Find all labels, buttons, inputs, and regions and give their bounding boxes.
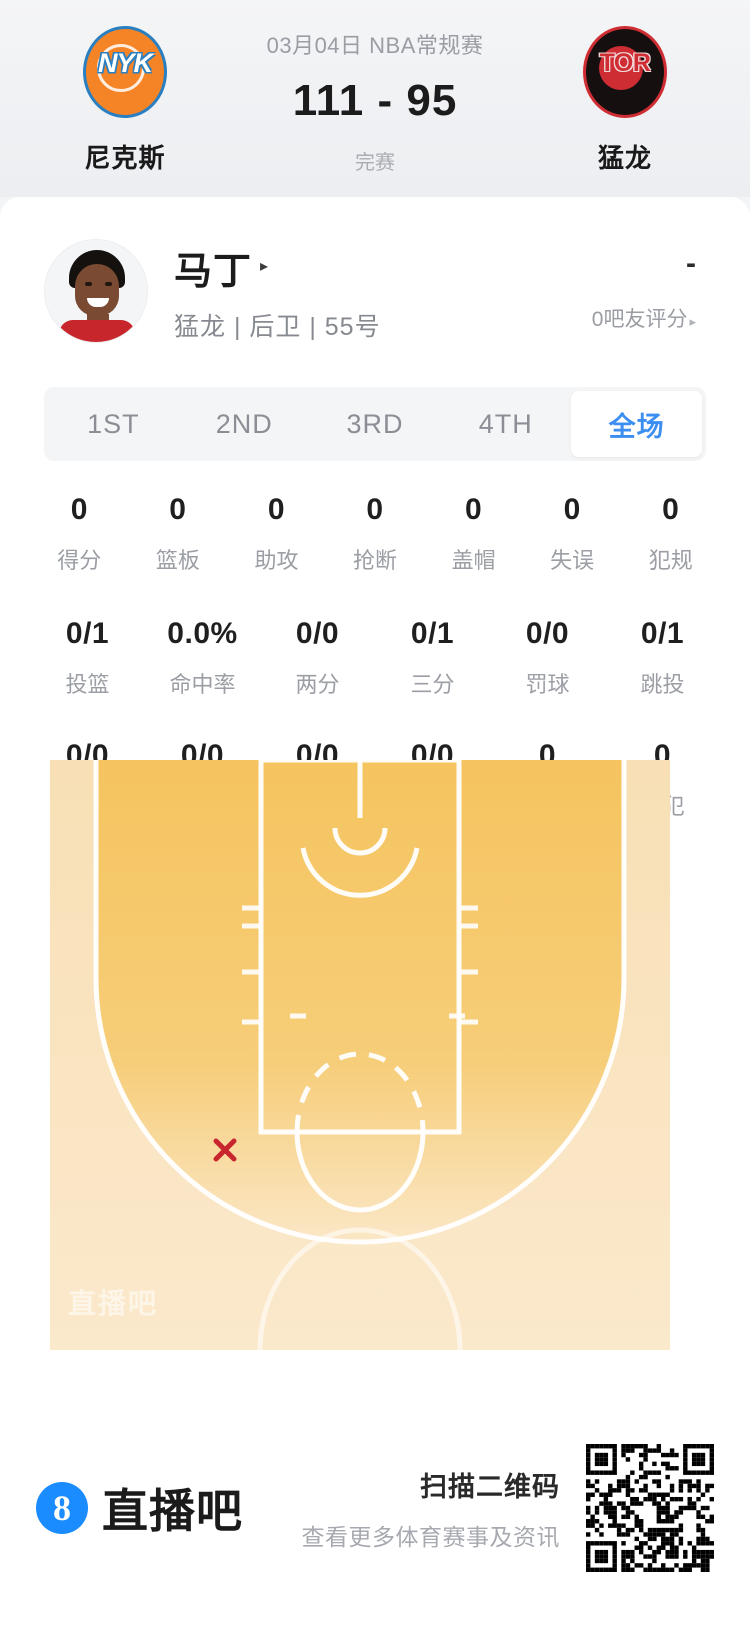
player-subtitle: 猛龙 | 后卫 | 55号: [174, 312, 381, 341]
stat-label: 跳投: [640, 672, 685, 697]
court-svg: [50, 760, 670, 1350]
chevron-right-icon: ▸: [689, 314, 696, 329]
tab-2nd[interactable]: 2ND: [215, 408, 273, 439]
qr-subtitle: 查看更多体育赛事及资讯: [301, 1523, 560, 1550]
stat-label: 命中率: [169, 672, 236, 697]
period-tabs[interactable]: 1ST 2ND 3RD 4TH 全场: [44, 387, 706, 461]
stat-cell: 0/0 罚球: [490, 617, 605, 699]
raptors-logo-icon: TOR: [579, 22, 671, 122]
stat-value: 0/0: [525, 617, 570, 650]
stat-label: 盖帽: [451, 548, 496, 573]
stat-cell: 0/1 投篮: [30, 617, 145, 699]
tab-全场[interactable]: 全场: [571, 391, 702, 457]
stat-cell: 0/0 两分: [260, 617, 375, 699]
stat-cell: 0 抢断: [326, 493, 425, 575]
rating-label: 0吧友评分: [591, 308, 688, 331]
stats-row-basic: 0 得分 0 篮板 0 助攻 0 抢断 0 盖帽 0 失误 0 犯规: [0, 493, 750, 575]
brand-logo[interactable]: 8 直播吧: [36, 1475, 243, 1541]
stat-value: 0/1: [640, 617, 685, 650]
stat-cell: 0/1 三分: [375, 617, 490, 699]
stat-value: 0: [465, 493, 483, 526]
stat-cell: 0/1 跳投: [605, 617, 720, 699]
footer-bar: 8 直播吧 扫描二维码 查看更多体育赛事及资讯: [0, 1387, 750, 1629]
stat-value: 0/1: [65, 617, 110, 650]
qr-texts: 扫描二维码 查看更多体育赛事及资讯: [302, 1465, 561, 1552]
raptors-logo-text: TOR: [599, 49, 651, 77]
stat-value: 0: [267, 493, 286, 526]
stats-row-shooting: 0/1 投篮 0.0% 命中率 0/0 两分 0/1 三分 0/0 罚球 0/1 跳投: [0, 617, 750, 699]
stat-value: 0: [366, 493, 384, 526]
stat-cell: 0 助攻: [227, 493, 326, 575]
stat-label: 抢断: [353, 548, 398, 573]
stat-label: 犯规: [648, 548, 693, 573]
player-rating[interactable]: - 0吧友评分 ▸: [592, 249, 706, 333]
match-center-info: 03月04日 NBA常规赛 111 - 95 完赛: [250, 0, 500, 175]
chevron-right-icon: ▸: [260, 258, 269, 275]
tab-3rd[interactable]: 3RD: [346, 408, 404, 439]
match-meta: 03月04日 NBA常规赛: [266, 33, 484, 58]
stat-value: 0/0: [295, 617, 340, 650]
qr-title: 扫描二维码: [420, 1471, 560, 1502]
stat-cell: 0 犯规: [621, 493, 720, 575]
court-watermark: 直播吧: [68, 1288, 159, 1319]
stat-value: 0: [169, 493, 187, 526]
stat-label: 三分: [410, 672, 455, 697]
shot-chart[interactable]: 直播吧: [50, 760, 670, 1350]
knicks-logo-icon: NYK: [79, 22, 171, 122]
stat-cell: 0 盖帽: [424, 493, 523, 575]
stat-label: 失误: [550, 548, 595, 573]
stat-label: 助攻: [254, 548, 299, 573]
rating-label-row: 0吧友评分 ▸: [592, 303, 696, 333]
stat-label: 投篮: [65, 672, 110, 697]
home-team[interactable]: NYK 尼克斯: [0, 0, 250, 175]
stat-label: 两分: [295, 672, 340, 697]
away-team[interactable]: TOR 猛龙: [500, 0, 750, 175]
tab-1st[interactable]: 1ST: [87, 408, 140, 439]
stat-label: 得分: [57, 548, 102, 573]
match-score: 111 - 95: [292, 76, 458, 125]
tab-4th[interactable]: 4TH: [478, 408, 533, 439]
stat-cell: 0.0% 命中率: [145, 617, 260, 699]
match-status: 完赛: [355, 152, 395, 174]
shot-marker-miss: [213, 1138, 237, 1162]
stat-value: 0: [662, 493, 680, 526]
player-name: 马丁: [174, 250, 253, 293]
stat-cell: 0 得分: [30, 493, 129, 575]
stat-cell: 0 失误: [523, 493, 622, 575]
stat-value: 0.0%: [167, 617, 238, 650]
player-info: 马丁 ▸ 猛龙 | 后卫 | 55号: [174, 240, 592, 343]
qr-code-icon[interactable]: [586, 1444, 714, 1572]
scoreboard-header: NYK 尼克斯 03月04日 NBA常规赛 111 - 95 完赛 TOR 猛龙: [0, 0, 750, 197]
qr-section: 扫描二维码 查看更多体育赛事及资讯: [302, 1444, 714, 1572]
stat-value: 0: [563, 493, 581, 526]
stat-value: 0: [70, 493, 88, 526]
away-team-name: 猛龙: [597, 143, 652, 173]
home-team-name: 尼克斯: [84, 143, 166, 173]
stat-value: 0/1: [410, 617, 455, 650]
stat-cell: 0 篮板: [129, 493, 228, 575]
player-header: 马丁 ▸ 猛龙 | 后卫 | 55号 - 0吧友评分 ▸: [0, 197, 750, 343]
player-avatar[interactable]: [44, 239, 148, 343]
brand-badge-icon: 8: [36, 1482, 88, 1534]
stat-label: 罚球: [525, 672, 570, 697]
brand-name: 直播吧: [102, 1485, 243, 1537]
knicks-logo-text: NYK: [97, 48, 153, 78]
player-name-line[interactable]: 马丁 ▸: [174, 240, 592, 295]
stat-label: 篮板: [155, 548, 200, 573]
rating-value: -: [686, 247, 696, 280]
